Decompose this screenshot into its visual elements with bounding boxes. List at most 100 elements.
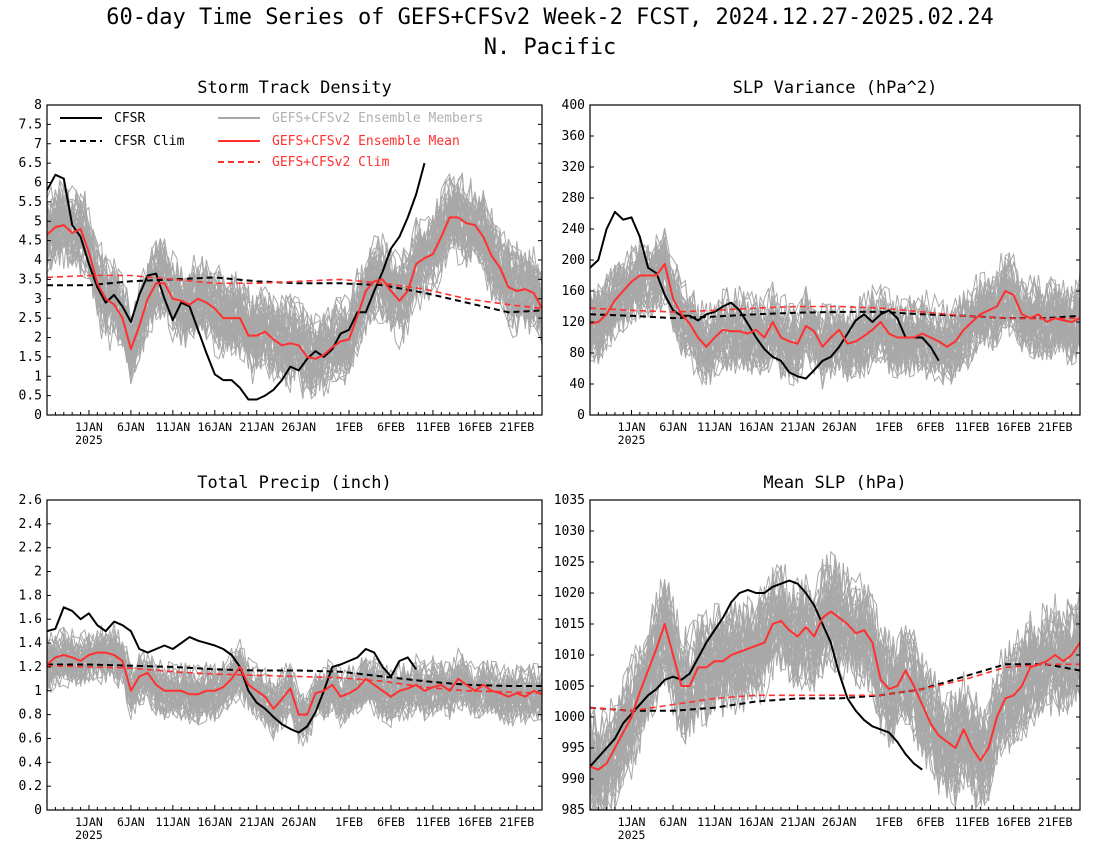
- x-tick-label: 21FEB: [500, 420, 535, 434]
- y-tick-label: 2.5: [19, 311, 42, 326]
- y-tick-label: 2.6: [19, 493, 42, 508]
- x-tick-sublabel: 2025: [75, 433, 103, 447]
- x-tick-label: 16JAN: [739, 815, 774, 829]
- x-tick-sublabel: 2025: [618, 433, 646, 447]
- x-tick-label: 16JAN: [197, 420, 232, 434]
- y-tick-label: 990: [562, 772, 585, 787]
- y-tick-label: 0: [34, 803, 42, 818]
- x-tick-label: 6JAN: [659, 815, 687, 829]
- plot-area: [590, 550, 1080, 810]
- y-tick-label: 4: [34, 253, 42, 268]
- x-tick-label: 11FEB: [955, 815, 990, 829]
- series-gefs-cfsv2-clim: [590, 663, 1080, 712]
- x-tick-label: 6FEB: [377, 815, 405, 829]
- y-tick-label: 1.8: [19, 588, 42, 603]
- y-tick-label: 200: [562, 253, 585, 268]
- x-tick-label: 1FEB: [875, 815, 903, 829]
- y-tick-label: 1005: [554, 679, 585, 694]
- x-tick-label: 11JAN: [697, 815, 732, 829]
- x-tick-label: 21FEB: [500, 815, 535, 829]
- chart-panel-3: 0 0.2 0.4 0.6 0.8 1 1.2 1.4 1.6 1.8 2 2.2 2.4 2.6 1JAN…: [19, 473, 543, 842]
- x-tick-label: 16FEB: [458, 420, 493, 434]
- y-tick-label: 4.5: [19, 234, 42, 249]
- x-tick-label: 11FEB: [955, 420, 990, 434]
- legend-label: GEFS+CFSv2 Ensemble Mean: [272, 134, 460, 149]
- y-tick-label: 0.6: [19, 731, 42, 746]
- legend-label: CFSR: [114, 111, 145, 126]
- x-tick-sublabel: 2025: [75, 828, 103, 842]
- y-tick-label: 1030: [554, 524, 585, 539]
- x-tick-label: 26JAN: [822, 815, 857, 829]
- y-tick-label: 5: [34, 214, 42, 229]
- series-cfsr: [47, 606, 418, 734]
- y-tick-label: 2.2: [19, 541, 42, 556]
- y-tick-label: 6: [34, 176, 42, 191]
- y-tick-label: 6.5: [19, 156, 42, 171]
- legend-label: GEFS+CFSv2 Ensemble Members: [272, 111, 483, 126]
- plot-area: [47, 606, 542, 748]
- y-tick-label: 1.2: [19, 660, 42, 675]
- ensemble-member-line: [47, 651, 542, 735]
- panel-title: SLP Variance (hPa^2): [733, 78, 938, 98]
- ensemble-members: [47, 171, 542, 400]
- panel-title: Mean SLP (hPa): [763, 473, 906, 493]
- y-tick-label: 400: [562, 98, 585, 113]
- y-tick-label: 280: [562, 191, 585, 206]
- series-gefs-cfsv2-ensemble-mean: [590, 610, 1080, 771]
- y-tick-label: 160: [562, 284, 585, 299]
- chart-panel-1: 0 0.5 1 1.5 2 2.5 3 3.5 4 4.5 5 5.5 6 6.5 7 7.5 8 1JAN202…: [19, 78, 543, 447]
- y-tick-label: 120: [562, 315, 585, 330]
- x-tick-label: 21JAN: [239, 815, 274, 829]
- figure-title: 60-day Time Series of GEFS+CFSv2 Week-2 …: [106, 5, 994, 30]
- ensemble-member-line: [47, 640, 542, 721]
- y-tick-label: 2: [34, 331, 42, 346]
- x-tick-label: 21JAN: [239, 420, 274, 434]
- y-tick-label: 40: [569, 377, 585, 392]
- y-tick-label: 2: [34, 565, 42, 580]
- x-tick-label: 11JAN: [156, 420, 191, 434]
- ensemble-member-line: [47, 649, 542, 740]
- x-tick-label: 6JAN: [117, 815, 145, 829]
- x-tick-label: 16JAN: [739, 420, 774, 434]
- x-tick-label: 11JAN: [156, 815, 191, 829]
- x-tick-label: 1JAN: [75, 815, 103, 829]
- series-cfsr: [590, 210, 940, 380]
- x-tick-label: 16FEB: [996, 815, 1031, 829]
- y-tick-label: 2.4: [19, 517, 43, 532]
- series-cfsr-clim: [47, 276, 542, 314]
- plot-area: [590, 210, 1080, 390]
- x-tick-label: 16FEB: [996, 420, 1031, 434]
- legend-label: CFSR Clim: [114, 134, 185, 149]
- y-tick-label: 0.4: [19, 755, 43, 770]
- x-tick-label: 11FEB: [416, 815, 451, 829]
- y-tick-label: 80: [569, 346, 585, 361]
- ensemble-member-line: [590, 241, 1080, 359]
- series-gefs-cfsv2-ensemble-mean: [590, 262, 1080, 348]
- y-tick-label: 0.5: [19, 389, 42, 404]
- ensemble-member-line: [47, 194, 542, 386]
- plot-frame: [46, 499, 543, 811]
- x-tick-label: 6JAN: [117, 420, 145, 434]
- y-tick-label: 1.4: [19, 636, 43, 651]
- y-tick-label: 1010: [554, 648, 585, 663]
- x-tick-label: 6FEB: [377, 420, 405, 434]
- x-tick-label: 26JAN: [822, 420, 857, 434]
- ensemble-member-line: [47, 194, 542, 390]
- x-tick-label: 6JAN: [659, 420, 687, 434]
- series-gefs-cfsv2-ensemble-mean: [47, 651, 542, 716]
- x-tick-label: 16FEB: [458, 815, 493, 829]
- x-tick-label: 1FEB: [875, 420, 903, 434]
- y-tick-label: 1: [34, 369, 42, 384]
- y-tick-label: 3: [34, 292, 42, 307]
- x-tick-label: 21FEB: [1038, 815, 1073, 829]
- legend-label: GEFS+CFSv2 Clim: [272, 155, 390, 170]
- panel-title: Total Precip (inch): [197, 473, 391, 493]
- y-tick-label: 1035: [554, 493, 585, 508]
- x-tick-label: 11FEB: [416, 420, 451, 434]
- y-tick-label: 320: [562, 160, 585, 175]
- y-tick-label: 360: [562, 129, 585, 144]
- y-tick-label: 3.5: [19, 272, 42, 287]
- y-tick-label: 240: [562, 222, 585, 237]
- x-tick-label: 6FEB: [917, 815, 945, 829]
- series-cfsr: [47, 162, 426, 401]
